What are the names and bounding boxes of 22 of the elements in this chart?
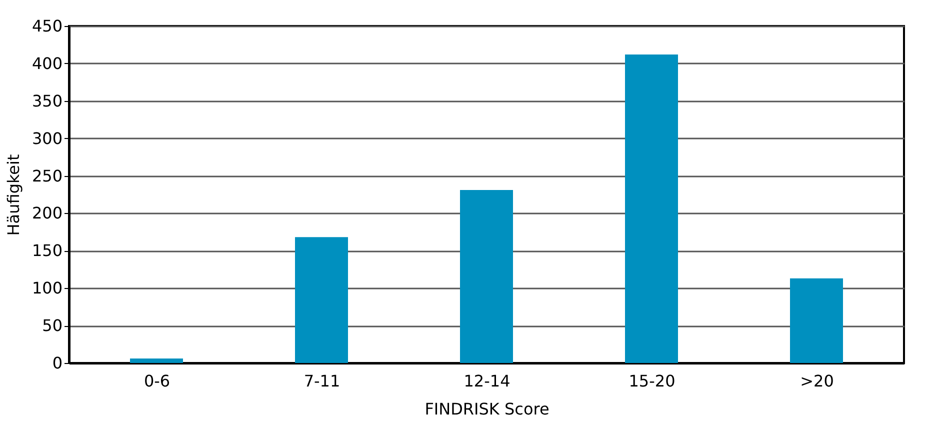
bar: [295, 237, 348, 363]
y-tick-label: 100: [32, 278, 62, 298]
y-tick-label: 450: [32, 16, 62, 36]
y-axis-title: Häufigkeit: [4, 154, 23, 236]
y-tick-label: 250: [32, 166, 62, 186]
x-tick-label: 15-20: [628, 372, 676, 390]
x-axis-title: FINDRISK Score: [424, 400, 550, 418]
y-tick-label: 350: [32, 91, 62, 110]
bar: [460, 190, 513, 363]
x-tick-label: 0-6: [144, 372, 170, 390]
y-tick-label: 0: [52, 354, 62, 372]
y-tick-label: 400: [32, 54, 62, 73]
x-tick-label: 12-14: [464, 372, 510, 390]
x-tick-label: 7-11: [304, 372, 340, 390]
y-tick-label: 200: [32, 204, 62, 223]
x-tick-label: >20: [800, 372, 834, 390]
bar: [625, 54, 678, 363]
y-tick-label: 300: [32, 128, 62, 148]
y-tick-label: 150: [32, 241, 62, 260]
bar: [790, 278, 843, 363]
bar: [130, 358, 183, 363]
y-tick-label: 50: [42, 316, 62, 336]
